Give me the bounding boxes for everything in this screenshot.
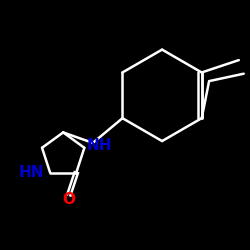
Text: HN: HN [18,165,44,180]
Text: NH: NH [87,138,112,153]
Text: O: O [62,192,75,207]
